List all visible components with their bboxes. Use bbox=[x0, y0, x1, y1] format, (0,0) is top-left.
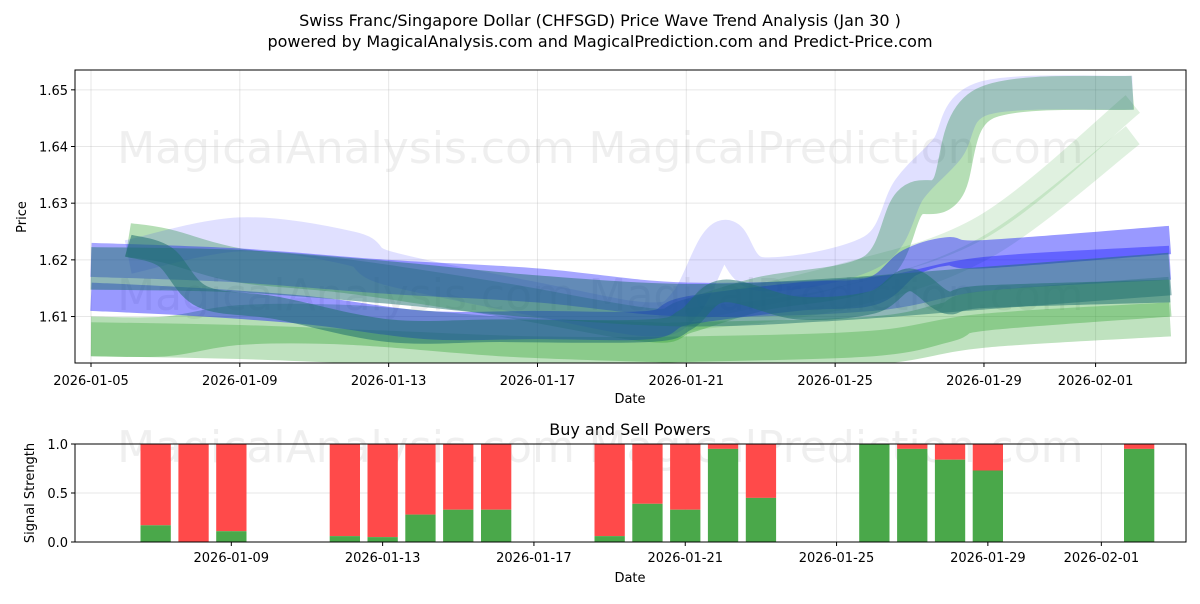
chart-subtitle: powered by MagicalAnalysis.com and Magic… bbox=[267, 32, 932, 51]
price-x-axis-label: Date bbox=[614, 392, 645, 407]
signal-x-axis-label: Date bbox=[614, 571, 645, 586]
signal-y-axis-label: Signal Strength bbox=[23, 443, 38, 543]
sell-power-bar bbox=[972, 444, 1003, 471]
sell-power-bar bbox=[443, 444, 474, 510]
sell-power-bar bbox=[329, 444, 360, 537]
price-x-axis: 2026-01-05 2026-01-09 2026-01-13 2026-01-17… bbox=[53, 363, 1133, 389]
buy-power-bar bbox=[329, 536, 360, 542]
watermark-text: MagicalPrediction.com bbox=[589, 422, 1084, 473]
signal-x-tick-label: 2026-01-17 bbox=[496, 551, 572, 566]
buy-power-bar bbox=[216, 531, 247, 542]
price-x-tick-label: 2026-01-09 bbox=[202, 374, 278, 389]
signal-y-tick-label: 0.0 bbox=[47, 536, 68, 551]
price-y-tick-label: 1.63 bbox=[39, 197, 68, 212]
price-y-tick-label: 1.61 bbox=[39, 311, 68, 326]
sell-power-bar bbox=[670, 444, 701, 510]
buy-power-bar bbox=[367, 537, 398, 542]
price-y-tick-label: 1.62 bbox=[39, 254, 68, 269]
signal-x-axis: 2026-01-09 2026-01-13 2026-01-17 2026-01-21… bbox=[194, 542, 1140, 566]
signal-y-axis: 0.0 0.5 1.0 bbox=[47, 438, 75, 551]
sell-power-bar bbox=[178, 444, 209, 542]
price-x-tick-label: 2026-01-21 bbox=[649, 374, 725, 389]
price-series-teal-flat-band bbox=[90, 247, 1172, 327]
buy-power-bar bbox=[443, 509, 474, 542]
sell-power-bar bbox=[481, 444, 512, 510]
price-plot-frame bbox=[74, 69, 1187, 364]
price-y-tick-label: 1.65 bbox=[39, 84, 68, 99]
price-y-axis-label: Price bbox=[15, 201, 30, 233]
price-x-tick-label: 2026-01-17 bbox=[500, 374, 576, 389]
watermark-text: MagicalAnalysis.com bbox=[117, 123, 575, 174]
signal-x-tick-label: 2026-01-25 bbox=[799, 551, 875, 566]
watermark-text: MagicalPrediction.com bbox=[589, 123, 1084, 174]
sell-power-bar bbox=[934, 444, 966, 460]
price-series-layer bbox=[90, 75, 1172, 363]
buy-power-bar bbox=[972, 470, 1003, 542]
buy-power-bar bbox=[405, 514, 436, 542]
buy-power-bar bbox=[897, 448, 928, 542]
price-x-tick-label: 2026-02-01 bbox=[1058, 374, 1134, 389]
signal-bars-layer bbox=[140, 444, 1155, 542]
price-x-tick-label: 2026-01-29 bbox=[946, 374, 1022, 389]
buy-power-bar bbox=[632, 503, 663, 542]
buy-power-bar bbox=[707, 448, 739, 542]
price-y-tick-label: 1.64 bbox=[39, 141, 68, 156]
chart-title: Swiss Franc/Singapore Dollar (CHFSGD) Pr… bbox=[299, 11, 901, 30]
buy-power-bar bbox=[670, 509, 701, 542]
sell-power-bar bbox=[367, 444, 398, 538]
sell-power-bar bbox=[707, 444, 739, 449]
price-x-tick-label: 2026-01-25 bbox=[797, 374, 873, 389]
signal-y-tick-label: 0.5 bbox=[47, 487, 68, 502]
signal-x-tick-label: 2026-01-21 bbox=[647, 551, 723, 566]
sell-power-bar bbox=[216, 444, 247, 532]
buy-power-bar bbox=[1124, 448, 1155, 542]
price-x-tick-label: 2026-01-05 bbox=[53, 374, 129, 389]
price-x-tick-label: 2026-01-13 bbox=[351, 374, 427, 389]
signal-x-tick-label: 2026-01-29 bbox=[950, 551, 1026, 566]
signal-x-tick-label: 2026-02-01 bbox=[1064, 551, 1140, 566]
signal-y-tick-label: 1.0 bbox=[47, 438, 68, 453]
sell-power-bar bbox=[405, 444, 436, 515]
sell-power-bar bbox=[897, 444, 928, 449]
buy-power-bar bbox=[140, 525, 171, 542]
buy-power-bar bbox=[594, 536, 625, 542]
signal-x-tick-label: 2026-01-13 bbox=[345, 551, 421, 566]
buy-power-bar bbox=[481, 509, 512, 542]
buy-power-bar bbox=[934, 459, 966, 542]
sell-power-bar bbox=[632, 444, 663, 504]
signal-x-tick-label: 2026-01-09 bbox=[194, 551, 270, 566]
price-series-green-lowest-band bbox=[90, 302, 1172, 363]
signal-chart-title: Buy and Sell Powers bbox=[549, 420, 711, 439]
sell-power-bar bbox=[594, 444, 625, 537]
buy-power-bar bbox=[745, 497, 777, 542]
buy-power-bar bbox=[859, 444, 890, 542]
sell-power-bar bbox=[745, 444, 777, 498]
sell-power-bar bbox=[140, 444, 171, 526]
price-y-axis: 1.61 1.62 1.63 1.64 1.65 bbox=[39, 84, 75, 326]
sell-power-bar bbox=[1124, 444, 1155, 449]
